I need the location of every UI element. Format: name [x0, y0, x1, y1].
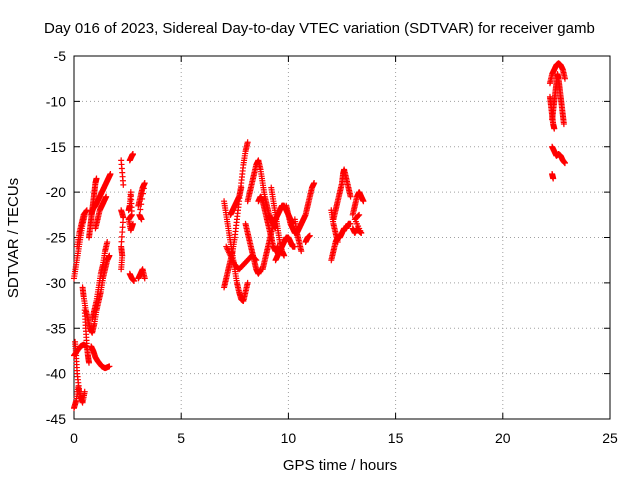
data-point [86, 359, 93, 366]
x-tick-label: 10 [281, 430, 297, 446]
data-point [291, 243, 298, 250]
data-point [138, 201, 145, 208]
data-point [360, 198, 367, 205]
data-point [561, 75, 568, 82]
chart-title: Day 016 of 2023, Sidereal Day-to-day VTE… [44, 20, 595, 37]
data-point [560, 121, 567, 128]
data-point [118, 266, 125, 273]
data-point [106, 252, 113, 259]
y-tick-label: -45 [46, 411, 66, 427]
data-point [129, 220, 136, 227]
data-point [347, 193, 354, 200]
data-marks [71, 60, 568, 412]
data-point [139, 190, 146, 197]
x-axis-label: GPS time / hours [283, 457, 397, 474]
data-point [311, 180, 318, 187]
data-point [141, 275, 148, 282]
data-point [129, 151, 136, 158]
data-point [347, 220, 354, 227]
data-point [138, 216, 145, 223]
x-tick-label: 15 [388, 430, 404, 446]
data-point [306, 232, 313, 239]
y-tick-label: -30 [46, 275, 66, 291]
y-tick-label: -35 [46, 320, 66, 336]
x-tick-label: 20 [495, 430, 511, 446]
y-tick-label: -25 [46, 230, 66, 246]
data-point [281, 252, 288, 259]
data-point [83, 207, 90, 214]
x-tick-label: 25 [602, 430, 618, 446]
data-point [81, 388, 88, 395]
data-point [551, 125, 558, 132]
data-point [104, 239, 111, 246]
x-tick-labels: 0 5 10 15 20 25 [70, 430, 618, 446]
data-point [334, 239, 341, 246]
data-point [120, 181, 127, 188]
data-point [76, 388, 83, 395]
data-point [355, 212, 362, 219]
axis-ticks [73, 55, 611, 420]
y-tick-label: -15 [46, 139, 66, 155]
data-point [131, 278, 138, 285]
data-point [103, 193, 110, 200]
y-tick-label: -20 [46, 184, 66, 200]
y-tick-label: -40 [46, 366, 66, 382]
data-point [93, 175, 100, 182]
y-tick-label: -5 [54, 48, 67, 64]
data-point [550, 175, 557, 182]
y-tick-labels: -5 -10 -15 -20 -25 -30 -35 -40 -45 [46, 48, 66, 427]
data-point [244, 139, 251, 146]
data-point [141, 180, 148, 187]
data-point [298, 248, 305, 255]
data-point [140, 185, 147, 192]
data-point [561, 160, 568, 167]
x-tick-label: 0 [70, 430, 78, 446]
data-point [356, 211, 363, 218]
data-point [107, 170, 114, 177]
data-point [244, 279, 251, 286]
y-tick-label: -10 [46, 93, 66, 109]
x-tick-label: 5 [177, 430, 185, 446]
data-point [139, 195, 146, 202]
data-point [137, 206, 144, 213]
data-point [238, 184, 245, 191]
data-point [106, 363, 113, 370]
y-axis-label: SDTVAR / TECUs [5, 178, 22, 298]
